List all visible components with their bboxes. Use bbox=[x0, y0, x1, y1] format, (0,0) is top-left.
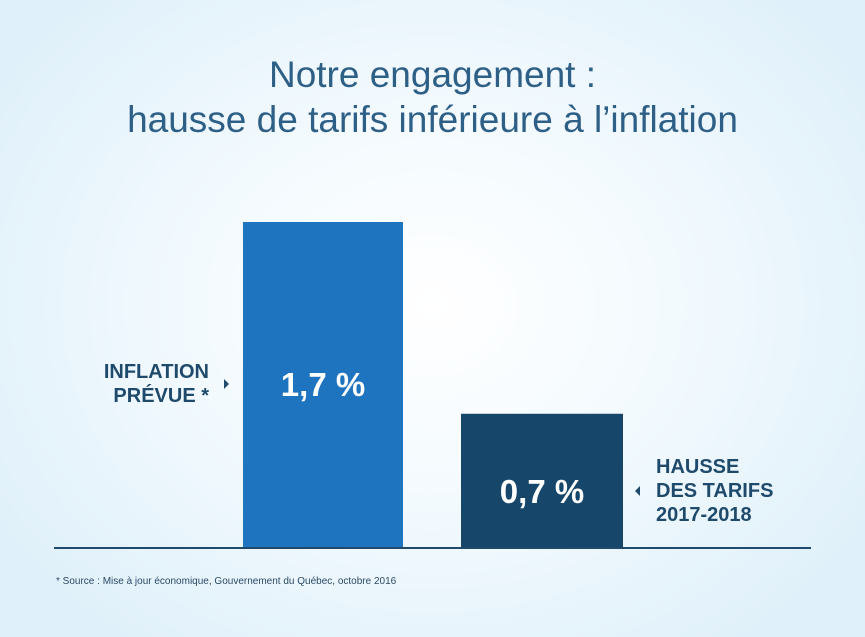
bar-tarifs bbox=[461, 413, 623, 548]
source-footnote: * Source : Mise à jour économique, Gouve… bbox=[56, 576, 397, 587]
chart-title-line-2: hausse de tarifs inférieure à l’inflatio… bbox=[127, 99, 738, 140]
bar-value-label: 0,7 % bbox=[500, 473, 584, 510]
chart-title-line-1: Notre engagement : bbox=[268, 54, 597, 95]
category-label-inflation: INFLATION PRÉVUE * bbox=[104, 361, 209, 407]
pointer-left-icon bbox=[635, 486, 640, 496]
bar-inflation bbox=[243, 222, 403, 548]
category-label-tarifs: HAUSSE DES TARIFS 2017-2018 bbox=[656, 456, 773, 526]
pointer-right-icon bbox=[224, 379, 229, 389]
bar-value-label: 1,7 % bbox=[281, 366, 365, 403]
